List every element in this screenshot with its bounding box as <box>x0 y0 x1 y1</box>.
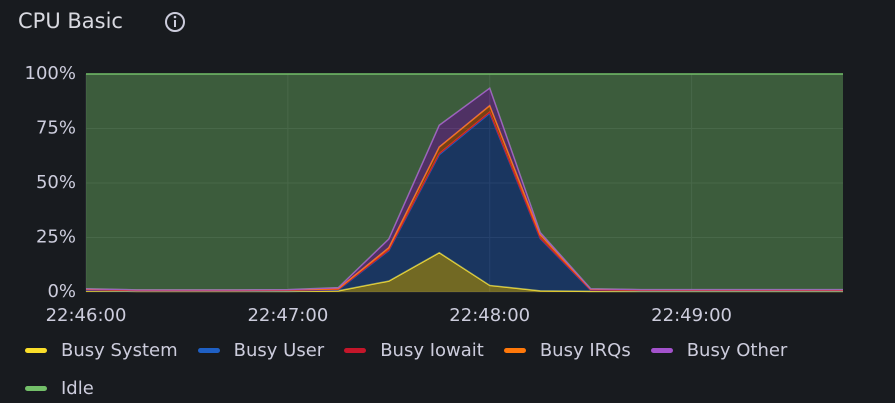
legend-item[interactable]: Busy Other <box>650 336 788 364</box>
legend-label: Busy User <box>233 339 325 361</box>
legend-item[interactable]: Busy User <box>197 336 325 364</box>
chart: CPU Basic 0% 25% 50% 75% 100% 22:46:00 22:47:0… <box>18 9 843 326</box>
legend-label: Busy Other <box>686 339 788 361</box>
y-tick-label: 25% <box>36 227 76 248</box>
y-tick-label: 50% <box>36 172 76 193</box>
legend-swatch <box>197 347 220 353</box>
legend: Busy System Busy User Busy Iowait Busy IRQs… <box>25 336 825 402</box>
x-tick-label: 22:49:00 <box>651 305 732 326</box>
x-tick-label: 22:47:00 <box>247 305 328 326</box>
legend-label: Idle <box>61 377 94 399</box>
series-line <box>85 86 843 291</box>
legend-swatch <box>25 385 47 391</box>
info-icon[interactable] <box>165 12 185 32</box>
y-tick-label: 75% <box>36 118 76 139</box>
legend-item[interactable]: Idle <box>25 374 94 402</box>
area-fill <box>86 74 843 290</box>
x-tick-label: 22:46:00 <box>46 305 127 326</box>
y-tick-label: 100% <box>25 63 76 84</box>
legend-swatch <box>25 347 47 353</box>
legend-item[interactable]: Busy System <box>25 336 178 364</box>
legend-swatch <box>650 347 673 353</box>
legend-item[interactable]: Busy Iowait <box>344 336 484 364</box>
x-tick-label: 22:48:00 <box>449 305 530 326</box>
legend-item[interactable]: Busy IRQs <box>503 336 631 364</box>
series-layer <box>85 73 843 293</box>
legend-swatch <box>344 347 367 353</box>
chart-title: CPU Basic <box>18 9 123 33</box>
legend-label: Busy Iowait <box>380 339 484 361</box>
y-tick-label: 0% <box>47 281 76 302</box>
legend-label: Busy System <box>61 339 178 361</box>
area-fill <box>86 113 843 292</box>
legend-label: Busy IRQs <box>539 339 631 361</box>
area-fill <box>86 252 843 292</box>
legend-swatch <box>503 347 526 353</box>
